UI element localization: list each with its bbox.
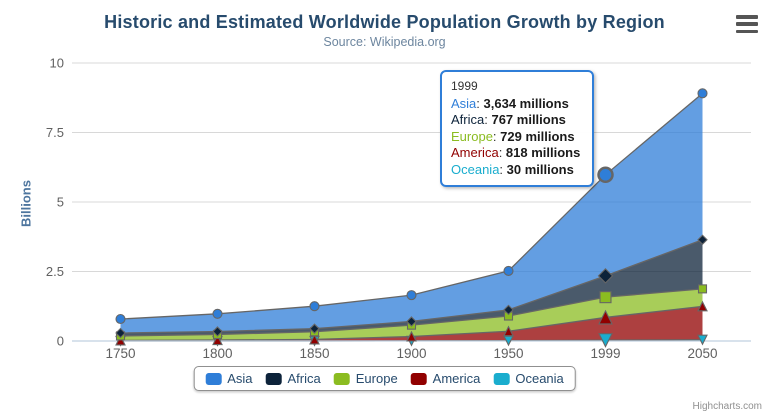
- x-axis-label: 1750: [105, 346, 135, 361]
- area-america: [120, 306, 703, 341]
- legend-label: America: [432, 371, 481, 386]
- x-axis-label: 1999: [590, 346, 620, 361]
- legend-swatch-asia: [205, 372, 222, 385]
- point-asia-1800[interactable]: [212, 308, 223, 319]
- legend-label: Europe: [355, 371, 398, 386]
- point-africa-1950[interactable]: [503, 304, 514, 316]
- legend-label: Oceania: [515, 371, 564, 386]
- legend: Asia Africa Europe America Oceania: [193, 366, 576, 391]
- y-axis-label: 2.5: [46, 264, 64, 279]
- x-axis-label: 1850: [299, 346, 329, 361]
- menu-icon: [736, 29, 758, 33]
- x-axis-label: 1800: [202, 346, 232, 361]
- legend-label: Africa: [287, 371, 321, 386]
- point-asia-2050[interactable]: [697, 88, 708, 99]
- legend-label: Asia: [227, 371, 253, 386]
- legend-item-africa[interactable]: Africa: [265, 371, 321, 386]
- legend-swatch-europe: [333, 372, 350, 385]
- export-menu-button[interactable]: [736, 15, 758, 33]
- y-axis-label: 0: [57, 334, 64, 349]
- legend-swatch-america: [410, 372, 427, 385]
- chart-title: Historic and Estimated Worldwide Populat…: [104, 12, 665, 32]
- x-axis-label: 1900: [396, 346, 426, 361]
- point-america-1950[interactable]: [503, 325, 514, 337]
- y-axis-title: Billions: [18, 180, 34, 227]
- legend-swatch-oceania: [493, 372, 510, 385]
- credits-link[interactable]: Highcharts.com: [692, 401, 762, 412]
- point-oceania-2050[interactable]: [697, 334, 708, 346]
- point-africa-1800[interactable]: [212, 326, 223, 337]
- point-america-1800[interactable]: [212, 334, 223, 346]
- point-asia-1750[interactable]: [115, 313, 126, 325]
- menu-icon: [736, 22, 758, 26]
- point-america-1850[interactable]: [309, 333, 320, 345]
- x-axis-label: 2050: [687, 346, 717, 361]
- point-asia-1950[interactable]: [503, 265, 514, 276]
- y-axis-label: 7.5: [46, 125, 64, 140]
- point-africa-1850[interactable]: [309, 323, 320, 334]
- chart-subtitle: Source: Wikipedia.org: [323, 35, 446, 49]
- point-europe-2050[interactable]: [697, 284, 708, 294]
- area-asia: [120, 93, 703, 333]
- legend-swatch-africa: [265, 372, 282, 385]
- y-axis-label: 5: [57, 195, 64, 210]
- point-africa-1750[interactable]: [115, 327, 126, 339]
- point-europe-1999[interactable]: [599, 291, 612, 304]
- point-america-1900[interactable]: [406, 330, 417, 342]
- area-africa: [120, 239, 703, 336]
- point-oceania-1999[interactable]: [598, 333, 613, 348]
- point-asia-1850[interactable]: [309, 301, 320, 312]
- x-axis-label: 1950: [493, 346, 523, 361]
- y-axis-label: 10: [50, 56, 64, 71]
- legend-item-oceania[interactable]: Oceania: [493, 371, 564, 386]
- point-asia-1999[interactable]: [597, 166, 614, 184]
- legend-item-america[interactable]: America: [410, 371, 481, 386]
- point-america-1999[interactable]: [598, 309, 613, 325]
- point-africa-1999[interactable]: [597, 268, 614, 284]
- point-asia-1900[interactable]: [406, 290, 417, 301]
- menu-icon: [736, 15, 758, 19]
- point-africa-2050[interactable]: [697, 234, 708, 246]
- legend-item-asia[interactable]: Asia: [205, 371, 253, 386]
- legend-item-europe[interactable]: Europe: [333, 371, 398, 386]
- point-america-2050[interactable]: [697, 300, 708, 312]
- point-africa-1900[interactable]: [406, 316, 417, 327]
